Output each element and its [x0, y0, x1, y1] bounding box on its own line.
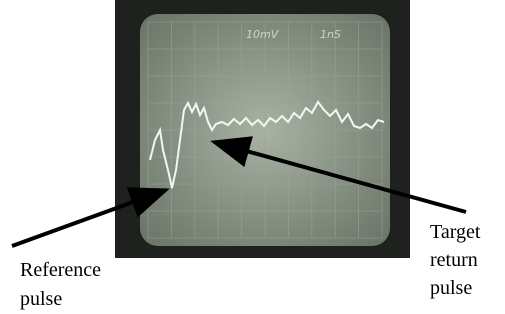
target-label: return — [430, 249, 478, 271]
page: {"screen": {"volts_per_div": "10mV", "ti… — [0, 0, 505, 314]
figure: 10mV 1nS Reference pulse Target return p… — [0, 0, 505, 314]
volts-per-div: 10mV — [246, 28, 280, 41]
target-label: Target — [430, 221, 481, 243]
reference-label: Reference — [20, 259, 101, 281]
time-per-div: 1nS — [320, 28, 341, 41]
target-label: pulse — [430, 277, 472, 299]
reference-label: pulse — [20, 288, 62, 310]
